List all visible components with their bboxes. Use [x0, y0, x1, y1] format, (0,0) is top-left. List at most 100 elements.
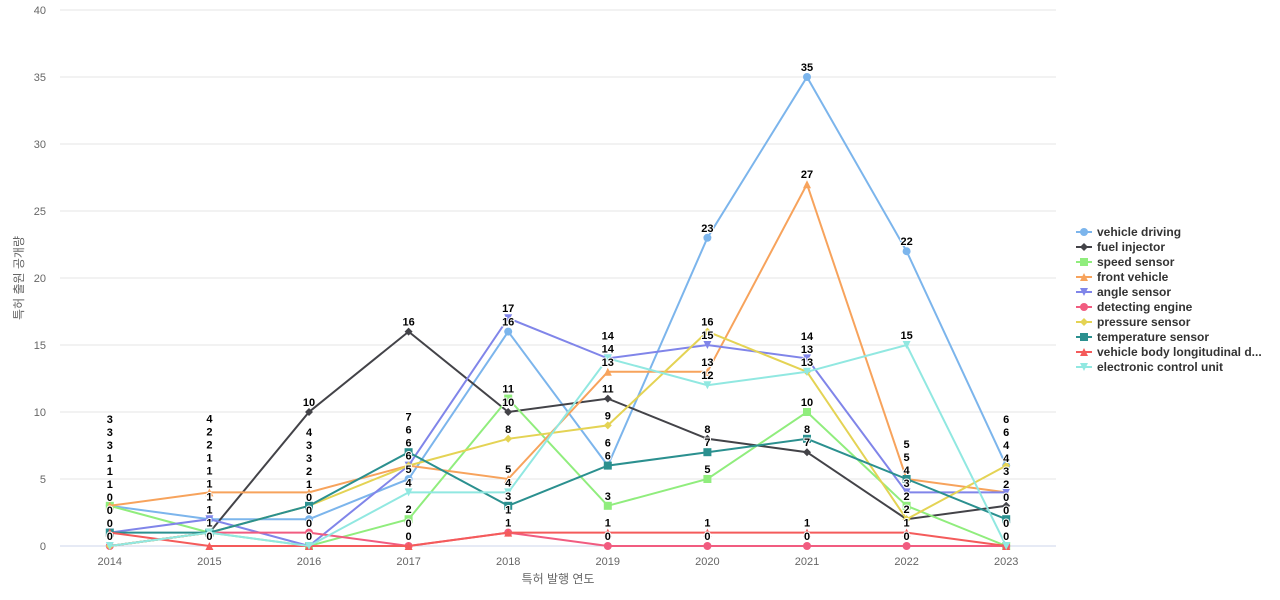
- data-point[interactable]: [205, 528, 214, 537]
- data-point[interactable]: [305, 488, 313, 497]
- data-point[interactable]: [703, 448, 712, 457]
- data-point[interactable]: [603, 394, 612, 403]
- data-point[interactable]: [404, 327, 413, 336]
- data-point[interactable]: [305, 501, 313, 510]
- series-vehicle-driving[interactable]: [105, 73, 1011, 524]
- data-point[interactable]: [404, 515, 413, 524]
- data-point[interactable]: [504, 475, 513, 483]
- data-point[interactable]: [703, 233, 712, 242]
- legend-item[interactable]: vehicle body longitudinal d...: [1076, 344, 1262, 359]
- series-line[interactable]: [109, 437, 1007, 534]
- data-point[interactable]: [305, 542, 313, 550]
- data-label: 2: [406, 504, 412, 516]
- data-point[interactable]: [205, 515, 214, 524]
- data-point[interactable]: [902, 515, 911, 524]
- data-point[interactable]: [603, 421, 612, 430]
- legend-item[interactable]: vehicle driving: [1076, 224, 1262, 239]
- series-vehicle-body-longitudinal-d-[interactable]: [105, 528, 1011, 550]
- series-electronic-control-unit[interactable]: [105, 341, 1011, 550]
- data-point[interactable]: [703, 542, 712, 550]
- data-point[interactable]: [404, 448, 413, 457]
- data-point[interactable]: [902, 501, 911, 510]
- data-point[interactable]: [504, 434, 513, 443]
- data-point[interactable]: [803, 448, 811, 457]
- data-point[interactable]: [902, 247, 911, 256]
- data-point[interactable]: [902, 528, 911, 537]
- legend-item[interactable]: speed sensor: [1076, 254, 1262, 269]
- data-point[interactable]: [703, 341, 712, 349]
- data-point[interactable]: [803, 408, 811, 416]
- data-label: 4: [406, 477, 413, 489]
- data-point[interactable]: [603, 528, 612, 537]
- data-point[interactable]: [603, 542, 612, 550]
- data-point[interactable]: [404, 542, 413, 550]
- data-point[interactable]: [902, 475, 911, 483]
- data-point[interactable]: [703, 475, 712, 483]
- data-point[interactable]: [603, 461, 612, 470]
- data-point[interactable]: [902, 488, 911, 497]
- data-point[interactable]: [803, 542, 811, 550]
- data-point[interactable]: [504, 528, 513, 537]
- data-point[interactable]: [1002, 542, 1011, 550]
- data-point[interactable]: [703, 367, 712, 376]
- data-point[interactable]: [404, 461, 413, 470]
- data-point[interactable]: [603, 354, 612, 363]
- data-point[interactable]: [703, 528, 712, 537]
- data-point[interactable]: [504, 394, 513, 403]
- data-point[interactable]: [703, 327, 712, 336]
- legend-item[interactable]: front vehicle: [1076, 269, 1262, 284]
- data-point[interactable]: [1002, 461, 1011, 470]
- legend-item[interactable]: angle sensor: [1076, 284, 1262, 299]
- series-line[interactable]: [109, 531, 1007, 548]
- data-point[interactable]: [1002, 515, 1011, 524]
- data-label: 1: [704, 518, 710, 530]
- data-point[interactable]: [305, 528, 313, 537]
- data-point[interactable]: [603, 367, 612, 376]
- data-point[interactable]: [105, 542, 114, 550]
- data-label: 22: [900, 236, 912, 248]
- data-label: 5: [904, 452, 910, 464]
- series-line[interactable]: [109, 531, 1007, 547]
- data-point[interactable]: [504, 501, 513, 510]
- legend-item[interactable]: temperature sensor: [1076, 329, 1262, 344]
- data-label: 12: [701, 370, 713, 382]
- data-point[interactable]: [703, 434, 712, 443]
- data-point[interactable]: [1002, 488, 1011, 497]
- legend-marker-icon: [1080, 362, 1088, 371]
- data-point[interactable]: [803, 528, 811, 537]
- data-point[interactable]: [803, 180, 811, 189]
- series-pressure-sensor[interactable]: [105, 327, 1011, 550]
- data-point[interactable]: [803, 434, 811, 443]
- data-point[interactable]: [504, 408, 513, 416]
- data-point[interactable]: [803, 73, 811, 81]
- data-point[interactable]: [1002, 501, 1011, 510]
- data-point[interactable]: [803, 367, 811, 376]
- series-temperature-sensor[interactable]: [105, 434, 1011, 537]
- data-point[interactable]: [504, 488, 513, 497]
- data-point[interactable]: [703, 381, 712, 390]
- data-point[interactable]: [305, 515, 313, 524]
- data-point[interactable]: [902, 542, 911, 550]
- legend-item[interactable]: fuel injector: [1076, 239, 1262, 254]
- data-point[interactable]: [205, 488, 214, 497]
- legend-item[interactable]: electronic control unit: [1076, 359, 1262, 374]
- series-line[interactable]: [109, 343, 1008, 548]
- data-point[interactable]: [803, 354, 811, 363]
- data-point[interactable]: [902, 341, 911, 349]
- legend-item[interactable]: detecting engine: [1076, 299, 1262, 314]
- data-point[interactable]: [105, 501, 114, 510]
- data-point[interactable]: [504, 327, 513, 336]
- data-point[interactable]: [205, 542, 214, 550]
- data-point[interactable]: [603, 501, 612, 510]
- legend-marker-icon: [1080, 317, 1088, 326]
- data-point[interactable]: [404, 475, 413, 483]
- data-point[interactable]: [504, 314, 513, 323]
- series-fuel-injector[interactable]: [105, 327, 1011, 550]
- data-point[interactable]: [404, 488, 413, 497]
- series-line[interactable]: [109, 330, 1007, 547]
- y-axis-title: 특허 출원 공개량: [12, 236, 26, 320]
- legend-item[interactable]: pressure sensor: [1076, 314, 1262, 329]
- series-line[interactable]: [109, 330, 1007, 547]
- data-point[interactable]: [105, 528, 114, 537]
- data-point[interactable]: [305, 408, 313, 416]
